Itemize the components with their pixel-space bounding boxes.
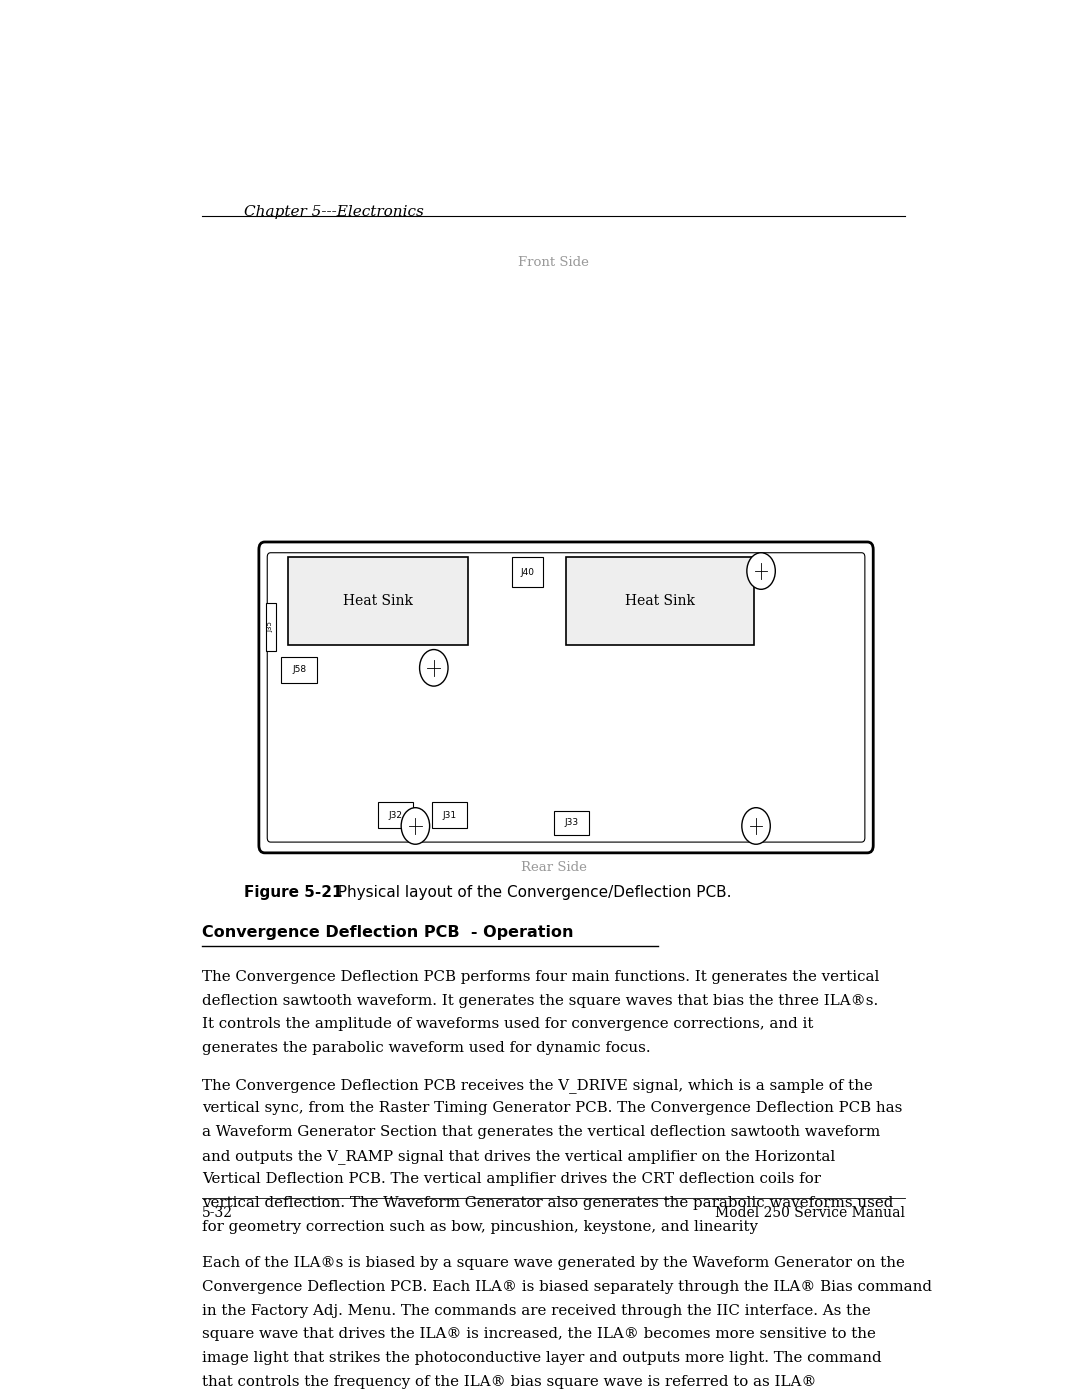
Text: Chapter 5---Electronics: Chapter 5---Electronics	[244, 205, 423, 219]
Circle shape	[419, 650, 448, 686]
Text: J58: J58	[292, 665, 306, 675]
Text: Each of the ILA®s is biased by a square wave generated by the Waveform Generator: Each of the ILA®s is biased by a square …	[202, 1256, 905, 1270]
Circle shape	[747, 553, 775, 590]
Text: The Convergence Deflection PCB receives the V_DRIVE signal, which is a sample of: The Convergence Deflection PCB receives …	[202, 1077, 873, 1092]
Text: Rear Side: Rear Side	[521, 862, 586, 875]
Text: Convergence Deflection PCB  - Operation: Convergence Deflection PCB - Operation	[202, 925, 573, 940]
Text: The Convergence Deflection PCB performs four main functions. It generates the ve: The Convergence Deflection PCB performs …	[202, 970, 879, 983]
Bar	[266, 604, 275, 651]
Text: in the Factory Adj. Menu. The commands are received through the IIC interface. A: in the Factory Adj. Menu. The commands a…	[202, 1303, 870, 1317]
Text: Physical layout of the Convergence/Deflection PCB.: Physical layout of the Convergence/Defle…	[327, 886, 731, 900]
Bar	[282, 657, 316, 683]
Text: J35: J35	[268, 622, 273, 633]
Bar	[378, 802, 413, 828]
Text: Model 250 Service Manual: Model 250 Service Manual	[715, 1206, 905, 1220]
Text: Convergence Deflection PCB. Each ILA® is biased separately through the ILA® Bias: Convergence Deflection PCB. Each ILA® is…	[202, 1280, 932, 1294]
Text: vertical deflection. The Waveform Generator also generates the parabolic wavefor: vertical deflection. The Waveform Genera…	[202, 1196, 893, 1210]
Text: image light that strikes the photoconductive layer and outputs more light. The c: image light that strikes the photoconduc…	[202, 1351, 881, 1365]
Text: and outputs the V_RAMP signal that drives the vertical amplifier on the Horizont: and outputs the V_RAMP signal that drive…	[202, 1148, 835, 1164]
Text: Figure 5-21: Figure 5-21	[244, 886, 342, 900]
Text: generates the parabolic waveform used for dynamic focus.: generates the parabolic waveform used fo…	[202, 1041, 650, 1055]
Circle shape	[742, 807, 770, 844]
Text: It controls the amplitude of waveforms used for convergence corrections, and it: It controls the amplitude of waveforms u…	[202, 1017, 813, 1031]
Text: J31: J31	[443, 810, 457, 820]
Text: that controls the frequency of the ILA® bias square wave is referred to as ILA®: that controls the frequency of the ILA® …	[202, 1375, 816, 1389]
Text: Heat Sink: Heat Sink	[625, 594, 696, 608]
Text: Vertical Deflection PCB. The vertical amplifier drives the CRT deflection coils : Vertical Deflection PCB. The vertical am…	[202, 1172, 821, 1186]
Bar	[512, 557, 543, 587]
Text: J40: J40	[521, 567, 535, 577]
Bar	[288, 557, 468, 645]
Text: for geometry correction such as bow, pincushion, keystone, and linearity: for geometry correction such as bow, pin…	[202, 1220, 758, 1234]
Text: deflection sawtooth waveform. It generates the square waves that bias the three : deflection sawtooth waveform. It generat…	[202, 993, 878, 1007]
Text: square wave that drives the ILA® is increased, the ILA® becomes more sensitive t: square wave that drives the ILA® is incr…	[202, 1327, 876, 1341]
Text: vertical sync, from the Raster Timing Generator PCB. The Convergence Deflection : vertical sync, from the Raster Timing Ge…	[202, 1101, 902, 1115]
FancyBboxPatch shape	[259, 542, 874, 852]
Text: Heat Sink: Heat Sink	[343, 594, 414, 608]
Text: J33: J33	[564, 819, 578, 827]
Text: Front Side: Front Side	[518, 256, 589, 268]
Text: 5-32: 5-32	[202, 1206, 233, 1220]
Text: J32: J32	[389, 810, 403, 820]
Circle shape	[401, 807, 430, 844]
Bar	[432, 802, 468, 828]
Text: a Waveform Generator Section that generates the vertical deflection sawtooth wav: a Waveform Generator Section that genera…	[202, 1125, 880, 1139]
Bar	[566, 557, 755, 645]
Bar	[554, 810, 589, 834]
